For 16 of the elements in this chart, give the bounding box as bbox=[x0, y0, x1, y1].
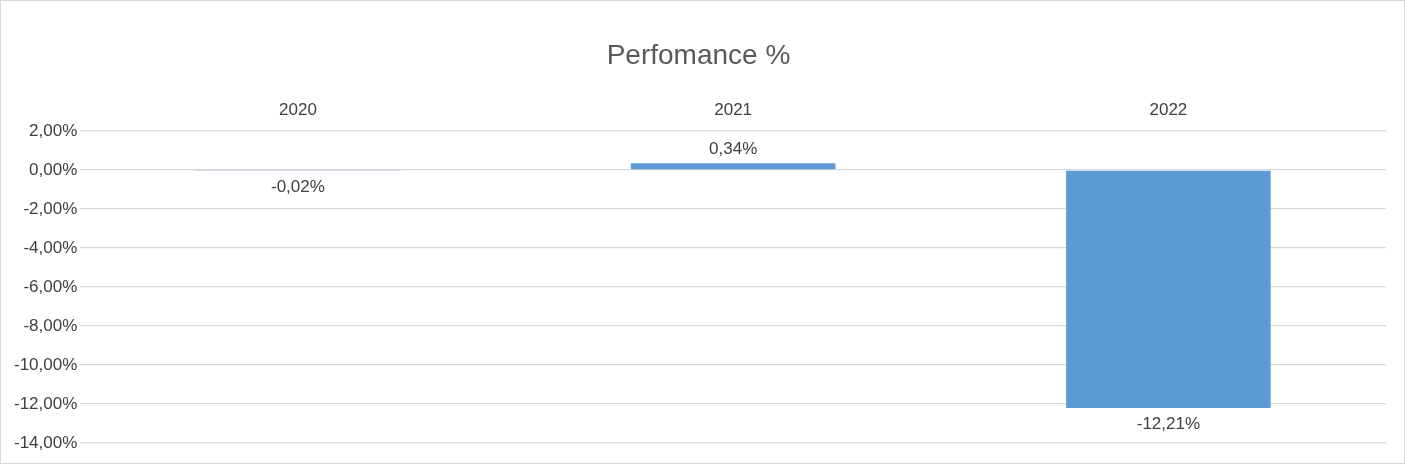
y-tick-label: -4,00% bbox=[23, 237, 78, 257]
data-label: -0,02% bbox=[270, 176, 325, 196]
y-tick-label: -6,00% bbox=[23, 276, 78, 296]
y-tick-label: -2,00% bbox=[23, 198, 78, 218]
y-tick-label: 2,00% bbox=[29, 120, 78, 140]
chart-title: Perfomance % bbox=[606, 38, 791, 70]
x-tick-label: 2022 bbox=[1149, 100, 1188, 120]
y-tick-label: -10,00% bbox=[13, 354, 78, 374]
y-tick-label: 0,00% bbox=[29, 159, 78, 179]
y-tick-label: -8,00% bbox=[23, 315, 78, 335]
x-tick-label: 2021 bbox=[714, 100, 753, 120]
data-label: 0,34% bbox=[709, 138, 758, 158]
data-label: -12,21% bbox=[1136, 414, 1201, 434]
y-tick-label: -14,00% bbox=[13, 432, 78, 452]
x-tick-label: 2020 bbox=[279, 100, 317, 120]
y-tick-label: -12,00% bbox=[13, 393, 78, 413]
